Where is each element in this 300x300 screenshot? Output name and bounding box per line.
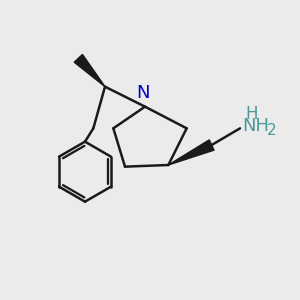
Polygon shape xyxy=(168,140,214,165)
Text: H: H xyxy=(246,105,258,123)
Text: N: N xyxy=(136,84,150,102)
Polygon shape xyxy=(74,54,105,87)
Text: NH: NH xyxy=(243,117,270,135)
Text: 2: 2 xyxy=(267,123,276,138)
